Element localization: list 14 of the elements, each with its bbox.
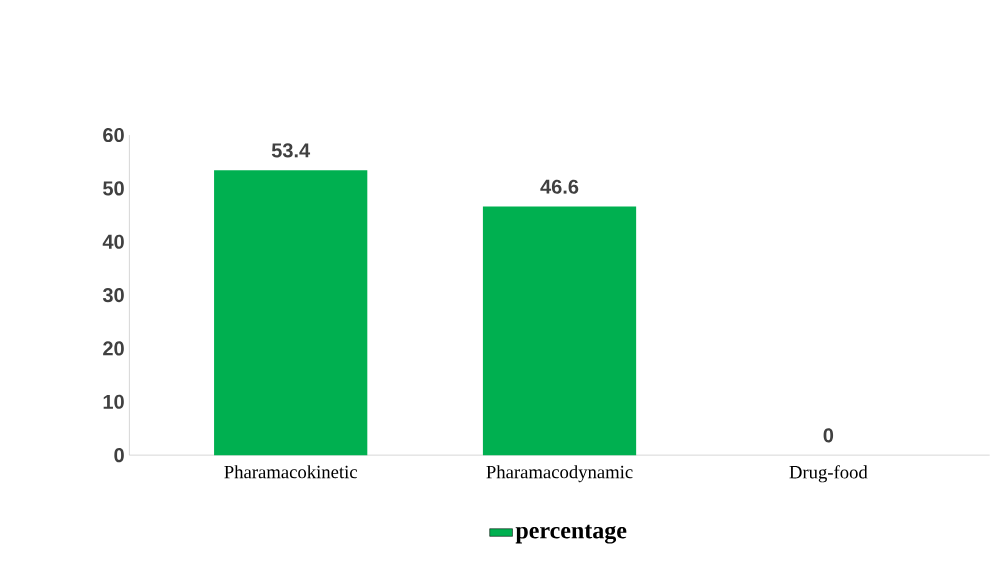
y-tick-label: 20 <box>103 341 124 356</box>
y-tick-label: 50 <box>103 181 124 196</box>
y-tick-label: 40 <box>102 234 124 250</box>
data-label: 0 <box>823 428 834 443</box>
data-label: 46.6 <box>540 179 579 195</box>
y-tick-label: 10 <box>103 394 124 410</box>
x-tick-label: Pharamacokinetic <box>224 465 358 479</box>
data-label: 53.4 <box>271 143 311 158</box>
x-tick-label: Drug-food <box>789 465 868 483</box>
y-tick-label: 0 <box>114 448 124 463</box>
y-tick-label: 30 <box>102 288 124 303</box>
x-tick-label: Pharamacodynamic <box>486 465 633 483</box>
legend-label: percentage <box>515 525 627 544</box>
y-tick-label: 60 <box>103 128 124 143</box>
